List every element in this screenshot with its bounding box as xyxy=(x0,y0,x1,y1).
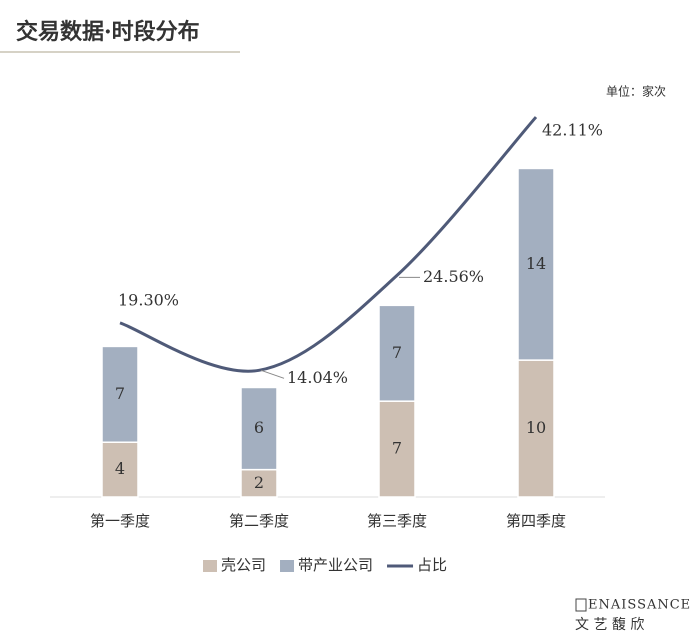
unit-label: 单位：家次 xyxy=(606,84,666,99)
bar-value-label: 10 xyxy=(526,418,546,437)
legend-swatch xyxy=(203,560,217,572)
page-title: 交易数据·时段分布 xyxy=(16,19,200,45)
brand-cn: 文 艺 馥 欣 xyxy=(575,616,644,633)
bar-segment xyxy=(378,400,416,498)
bar-value-label: 7 xyxy=(392,343,402,362)
bar-value-label: 2 xyxy=(254,473,264,492)
label-leader xyxy=(260,369,285,379)
bar-value-label: 6 xyxy=(254,418,264,437)
line-value-label: 14.04% xyxy=(287,368,348,387)
x-tick-label: 第三季度 xyxy=(367,512,427,530)
bar-value-label: 14 xyxy=(526,254,546,273)
ratio-line xyxy=(119,116,538,373)
bar-segment xyxy=(101,345,139,443)
legend-swatch xyxy=(280,560,295,572)
brand: ENAISSANCE xyxy=(588,598,691,613)
legend-label: 占比 xyxy=(417,556,447,574)
bar-segment xyxy=(517,167,555,361)
line-value-label: 42.11% xyxy=(542,121,603,140)
x-tick-label: 第四季度 xyxy=(506,512,566,530)
bar-value-label: 7 xyxy=(392,439,402,458)
bar-value-label: 7 xyxy=(115,384,125,403)
bar-segment xyxy=(101,441,139,498)
line-value-label: 24.56% xyxy=(423,267,484,286)
x-tick-label: 第一季度 xyxy=(90,512,150,530)
bar-segment xyxy=(240,468,278,498)
brand-icon xyxy=(575,598,587,612)
legend-label: 壳公司 xyxy=(221,556,266,574)
line-value-label: 19.30% xyxy=(118,290,179,309)
legend-label: 带产业公司 xyxy=(298,556,373,574)
bar-segment xyxy=(240,386,278,471)
bar-segment xyxy=(378,304,416,402)
x-tick-label: 第二季度 xyxy=(229,512,289,530)
bar-value-label: 4 xyxy=(115,459,125,478)
